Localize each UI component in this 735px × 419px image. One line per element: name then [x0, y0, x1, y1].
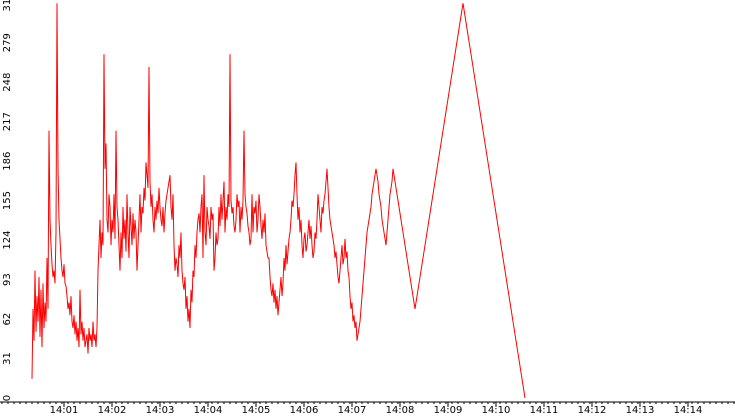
y-tick-label: 186	[2, 152, 13, 171]
series-line	[31, 3, 526, 399]
y-tick-label: 31	[2, 352, 13, 365]
x-tick-label: 14:09	[434, 405, 463, 415]
y-tick-label: 0	[2, 395, 13, 401]
x-tick-label: 14:04	[194, 405, 223, 415]
x-tick-label: 14:13	[626, 405, 655, 415]
y-tick-label: 279	[2, 33, 13, 52]
y-axis: 0 31 62 93 124 155 186 217 248 279 311	[2, 0, 13, 401]
x-tick-label: 14:07	[338, 405, 367, 415]
x-axis: 14:01 14:02 14:03 14:04 14:05 14:06 14:07 14:08…	[0, 401, 735, 416]
x-tick-label: 14:06	[290, 405, 319, 415]
x-tick-label: 14:11	[530, 405, 559, 415]
y-tick-label: 155	[2, 191, 13, 210]
x-tick-label: 14:08	[386, 405, 415, 415]
x-tick-label: 14:12	[578, 405, 607, 415]
x-tick-label: 14:05	[242, 405, 271, 415]
y-tick-label: 311	[2, 0, 13, 12]
x-tick-label: 14:03	[146, 405, 175, 415]
series-layer	[31, 3, 526, 399]
y-tick-label: 93	[2, 273, 13, 286]
y-tick-label: 248	[2, 73, 13, 92]
x-tick-label: 14:01	[50, 405, 79, 415]
x-tick-label: 14:10	[482, 405, 511, 415]
y-tick-label: 124	[2, 231, 13, 250]
y-tick-label: 62	[2, 313, 13, 326]
x-tick-label: 14:02	[98, 405, 127, 415]
x-tick-label: 14:14	[674, 405, 703, 415]
y-tick-label: 217	[2, 112, 13, 131]
